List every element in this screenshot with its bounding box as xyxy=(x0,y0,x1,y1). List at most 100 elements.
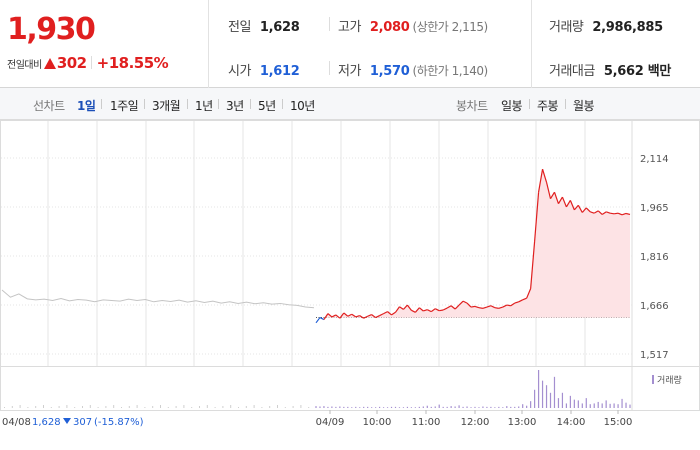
volume-bar xyxy=(375,407,377,408)
today-series-up-segment xyxy=(545,182,552,199)
volume-bar xyxy=(458,405,460,408)
today-series-up-segment xyxy=(406,304,412,311)
prev-volume-bar xyxy=(66,405,68,408)
today-series-down-segment xyxy=(319,317,325,321)
prev-volume-bar xyxy=(144,407,146,408)
prev-close-stat: 전일 1,628 xyxy=(228,16,300,35)
volume-bar xyxy=(327,406,329,408)
today-series-up-segment xyxy=(498,306,503,309)
volume-bar xyxy=(418,406,420,408)
today-series-up-segment xyxy=(458,300,464,306)
prev-volume-bar xyxy=(105,406,107,408)
volume-value: 2,986,885 xyxy=(592,20,663,35)
price-chart: 2,114 1,965 1,816 1,666 1,517 04/09 10:00 11:0… xyxy=(0,120,700,450)
volume-bar xyxy=(446,406,448,408)
today-series-up-segment xyxy=(327,313,333,318)
prev-volume-bar xyxy=(152,406,154,408)
today-series-up-segment xyxy=(439,309,444,312)
prev-volume-bar xyxy=(245,406,247,408)
today-series-up-segment xyxy=(403,304,408,310)
volume-bar xyxy=(482,406,484,408)
divider xyxy=(329,61,330,75)
prev-volume-bar xyxy=(35,406,37,408)
volume-bar xyxy=(422,406,424,408)
today-series-up-segment xyxy=(577,204,583,213)
volume-bar xyxy=(454,406,456,408)
today-series-up-segment xyxy=(610,212,615,215)
volume-bar xyxy=(553,376,556,408)
price-lines xyxy=(1,168,631,324)
prev-volume-bar xyxy=(11,406,13,408)
today-series-up-segment xyxy=(363,315,368,319)
today-series-up-segment xyxy=(367,314,372,317)
tab-daily-candle[interactable]: 일봉 xyxy=(501,99,523,113)
high-value: 2,080 xyxy=(369,20,410,35)
volume-legend: 거래량 xyxy=(652,374,682,386)
amount-value: 5,662 백만 xyxy=(603,64,672,79)
volume-bar xyxy=(363,406,365,408)
prev-day-summary: 04/08 1,628 307 (-15.87%) xyxy=(2,417,144,428)
volume-bar xyxy=(510,406,512,408)
volume-bar xyxy=(534,389,536,408)
volume-bar xyxy=(537,370,540,408)
tab-3year[interactable]: 3년 xyxy=(226,99,244,113)
volume-bar xyxy=(593,403,595,408)
tab-10year[interactable]: 10년 xyxy=(290,99,315,113)
today-series-up-segment xyxy=(430,308,436,313)
today-series-up-segment xyxy=(466,302,472,308)
today-series-up-segment xyxy=(621,212,627,216)
prev-volume-bar xyxy=(253,405,255,408)
volume-bar xyxy=(371,407,373,408)
volume-bar xyxy=(462,406,464,408)
today-series-up-segment xyxy=(423,309,428,312)
prev-volume-bar xyxy=(128,406,130,408)
tab-monthly-candle[interactable]: 월봉 xyxy=(573,99,595,113)
volume-bar xyxy=(378,406,381,408)
today-series-up-segment xyxy=(450,305,456,310)
today-series-up-segment xyxy=(597,210,603,215)
volume-bar xyxy=(382,407,385,408)
today-series-up-segment xyxy=(442,307,448,311)
volume-bar xyxy=(581,403,583,408)
today-series-up-segment xyxy=(593,210,599,214)
volume-bar xyxy=(522,404,524,408)
today-series-up-segment xyxy=(331,314,337,318)
prev-volume-bar xyxy=(4,407,5,408)
volume-bar xyxy=(526,405,528,408)
volume-bar xyxy=(394,406,397,408)
prev-volume-bar xyxy=(89,405,91,408)
today-series-up-segment xyxy=(427,309,432,313)
y-tick-label: 1,517 xyxy=(640,350,669,361)
prev-volume-bar xyxy=(206,405,208,408)
y-tick-label: 1,965 xyxy=(640,203,669,214)
prev-volume-bar xyxy=(74,407,76,408)
prev-day-series-line xyxy=(1,289,315,309)
tab-weekly-candle[interactable]: 주봉 xyxy=(537,99,559,113)
open-label: 시가 xyxy=(228,64,251,79)
candle-chart-group-label: 봉차트 xyxy=(456,99,488,113)
tab-5year[interactable]: 5년 xyxy=(258,99,276,113)
today-series-up-segment xyxy=(474,305,480,309)
tab-1year[interactable]: 1년 xyxy=(195,99,213,113)
prev-volume-bar xyxy=(183,405,185,408)
volume-label: 거래량 xyxy=(549,20,584,35)
volume-bar xyxy=(319,406,321,408)
prev-volume-bar xyxy=(167,407,169,408)
tab-1day[interactable]: 1일 xyxy=(77,99,96,113)
prev-close-label: 전일 xyxy=(228,20,251,35)
today-series-up-segment xyxy=(347,313,353,317)
volume-bar xyxy=(347,406,349,408)
divider xyxy=(529,99,530,109)
volume-bar xyxy=(367,406,369,408)
lower-limit: (하한가 1,140) xyxy=(412,64,489,78)
today-series-up-segment xyxy=(383,311,388,315)
prev-volume-bar xyxy=(269,406,271,408)
tab-1week[interactable]: 1주일 xyxy=(110,99,139,113)
today-series-up-segment xyxy=(541,168,548,183)
x-tick-label: 11:00 xyxy=(412,417,441,428)
today-series-up-segment xyxy=(502,304,508,308)
tab-3month[interactable]: 3개월 xyxy=(152,99,181,113)
current-price: 1,930 xyxy=(7,12,96,47)
volume-bar xyxy=(605,400,607,408)
price-box: 1,930 전일대비 302 +18.55% xyxy=(0,0,209,88)
